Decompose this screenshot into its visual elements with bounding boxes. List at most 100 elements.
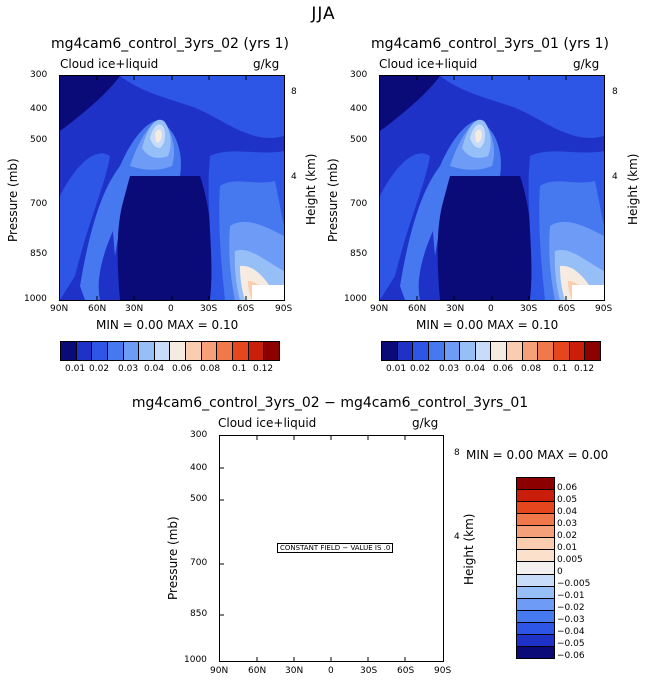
contour-level-7 xyxy=(155,129,162,143)
y-tick: 1000 xyxy=(344,294,367,304)
colorbar-swatch xyxy=(569,342,586,360)
colorbar-swatch xyxy=(517,598,554,611)
y-tick: 400 xyxy=(30,104,48,114)
panel-left-contours xyxy=(60,76,284,300)
colorbar-swatch xyxy=(522,342,539,360)
colorbar-swatch xyxy=(413,342,429,360)
y2-tick: 4 xyxy=(612,172,618,182)
colorbar-label: 0.08 xyxy=(521,364,542,374)
colorbar-swatch xyxy=(517,514,554,527)
colorbar-label: 0.01 xyxy=(557,543,578,553)
diff-panel-title: mg4cam6_control_3yrs_02 − mg4cam6_contro… xyxy=(131,395,529,411)
x-tick: 60S xyxy=(237,304,255,314)
x-tick: 0 xyxy=(168,304,174,314)
panel-left-minmax: MIN = 0.00 MAX = 0.10 xyxy=(96,318,239,332)
colorbar-swatch xyxy=(444,342,461,360)
contour-level-2 xyxy=(60,153,110,300)
colorbar-label: 0.04 xyxy=(465,364,486,374)
y-tick: 400 xyxy=(190,463,208,473)
colorbar-swatch xyxy=(517,502,554,515)
colorbar-swatch xyxy=(248,342,265,360)
colorbar-swatch xyxy=(107,342,124,360)
colorbar-swatch xyxy=(507,342,523,360)
diff-panel-ticks xyxy=(220,436,406,661)
colorbar-label: 0.03 xyxy=(439,364,460,374)
colorbar-swatch xyxy=(76,342,93,360)
colorbar-swatch xyxy=(517,490,554,503)
x-tick: 60N xyxy=(408,304,427,314)
colorbar-label: 0.005 xyxy=(557,555,583,565)
panel-left-colorbar xyxy=(60,341,280,361)
x-tick: 60N xyxy=(248,666,267,676)
colorbar-swatch xyxy=(491,342,508,360)
colorbar-swatch xyxy=(538,342,555,360)
x-tick: 90N xyxy=(370,304,389,314)
colorbar-label: 0.01 xyxy=(386,364,407,374)
contour-level-7 xyxy=(475,129,482,143)
y2-tick: 4 xyxy=(454,532,460,542)
colorbar-swatch xyxy=(517,562,554,575)
x-tick: 30N xyxy=(125,304,144,314)
colorbar-label: 0.1 xyxy=(232,364,247,374)
panel-right-y2label: Height (km) xyxy=(626,153,640,225)
panel-left-ylabel: Pressure (mb) xyxy=(6,158,20,242)
colorbar-label: −0.02 xyxy=(557,603,585,613)
diff-panel-units: g/kg xyxy=(412,416,439,430)
x-tick: 30S xyxy=(360,666,378,676)
colorbar-swatch xyxy=(475,342,492,360)
colorbar-label: 0.06 xyxy=(172,364,193,374)
y2-tick: 8 xyxy=(291,87,297,97)
x-tick: 90S xyxy=(275,304,293,314)
x-tick: 90S xyxy=(595,304,613,314)
colorbar-swatch xyxy=(233,342,249,360)
y-tick: 850 xyxy=(350,249,368,259)
panel-left-plot xyxy=(59,75,285,301)
contour-level-0 xyxy=(117,176,212,300)
colorbar-swatch xyxy=(517,538,554,551)
colorbar-swatch xyxy=(217,342,234,360)
colorbar-label: 0.06 xyxy=(557,483,578,493)
y-tick: 1000 xyxy=(24,294,47,304)
colorbar-label: 0.12 xyxy=(253,364,274,374)
colorbar-swatch xyxy=(517,478,554,491)
x-tick: 60S xyxy=(558,304,576,314)
panel-right-colorbar xyxy=(381,341,601,361)
x-tick: 90S xyxy=(434,666,452,676)
colorbar-swatch xyxy=(428,342,445,360)
x-tick: 60S xyxy=(397,666,415,676)
y-tick: 500 xyxy=(30,135,48,145)
colorbar-swatch xyxy=(92,342,108,360)
panel-right-minmax: MIN = 0.00 MAX = 0.10 xyxy=(416,318,559,332)
colorbar-label: 0.02 xyxy=(410,364,431,374)
y2-tick: 4 xyxy=(291,172,297,182)
axis-ticks xyxy=(416,76,567,300)
colorbar-swatch xyxy=(154,342,171,360)
y-tick: 300 xyxy=(30,70,48,80)
colorbar-swatch xyxy=(170,342,187,360)
colorbar-swatch xyxy=(517,550,554,563)
y2-tick: 8 xyxy=(454,448,460,458)
panel-left-y2label: Height (km) xyxy=(304,153,318,225)
colorbar-swatch xyxy=(517,586,554,599)
y-tick: 700 xyxy=(30,199,48,209)
axis-ticks xyxy=(96,76,247,300)
colorbar-label: −0.03 xyxy=(557,615,585,625)
y-tick: 1000 xyxy=(184,655,207,665)
x-tick: 30S xyxy=(520,304,538,314)
x-tick: 30S xyxy=(200,304,218,314)
contour-level-0 xyxy=(437,176,532,300)
x-tick: 0 xyxy=(488,304,494,314)
panel-left-title: mg4cam6_control_3yrs_02 (yrs 1) xyxy=(51,36,289,52)
colorbar-swatch xyxy=(517,634,554,647)
colorbar-swatch xyxy=(517,646,554,658)
colorbar-label: 0.05 xyxy=(557,495,578,505)
panel-right-units: g/kg xyxy=(573,57,600,71)
x-tick: 90N xyxy=(50,304,69,314)
colorbar-swatch xyxy=(517,622,554,635)
contour-level-0 xyxy=(380,76,440,131)
y-tick: 850 xyxy=(30,249,48,259)
diff-panel-plot xyxy=(219,435,444,662)
colorbar-label: 0.03 xyxy=(557,519,578,529)
colorbar-label: 0.04 xyxy=(144,364,165,374)
colorbar-label: −0.005 xyxy=(557,579,591,589)
